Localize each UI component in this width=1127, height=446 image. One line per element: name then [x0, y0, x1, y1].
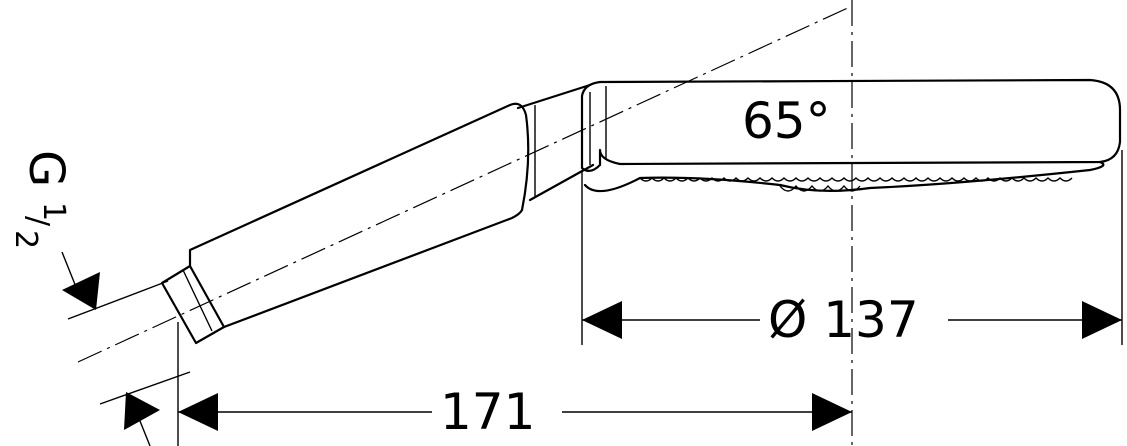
- thread-label-slash: /: [20, 216, 55, 227]
- thread-label: G 1 / 2: [8, 150, 74, 249]
- thread-dimension: [61, 251, 160, 446]
- handle-centerline: [77, 5, 853, 363]
- thread-label-prefix: G: [18, 150, 74, 187]
- thread-label-denominator: 2: [8, 230, 43, 249]
- thread-end: [160, 264, 226, 345]
- length-label: 171: [440, 383, 535, 441]
- shower-handle: [160, 83, 595, 345]
- diameter-arrow-right: [1082, 301, 1122, 339]
- thread-extension-line-upper: [67, 280, 169, 320]
- length-arrow-left: [178, 393, 218, 431]
- head-outline: [580, 78, 1122, 172]
- length-arrow-right: [812, 393, 852, 431]
- thread-extension-line-lower: [99, 371, 191, 405]
- thread-arrow-lower: [124, 392, 160, 430]
- diameter-arrow-left: [582, 301, 622, 339]
- angle-label: 65°: [742, 92, 831, 150]
- shower-head: [580, 78, 1122, 193]
- thread-arrow-upper: [62, 272, 100, 310]
- thread-label-numerator: 1: [36, 202, 71, 221]
- handle-neck: [516, 83, 595, 202]
- nozzle-center-cluster: [779, 184, 861, 192]
- diameter-dimension: Ø 137: [582, 291, 1122, 349]
- nozzle-teeth: [639, 177, 1073, 182]
- length-dimension: 171: [178, 383, 852, 441]
- handle-grip: [188, 102, 530, 329]
- diameter-label: Ø 137: [768, 291, 919, 349]
- thread-end-groove: [182, 269, 213, 332]
